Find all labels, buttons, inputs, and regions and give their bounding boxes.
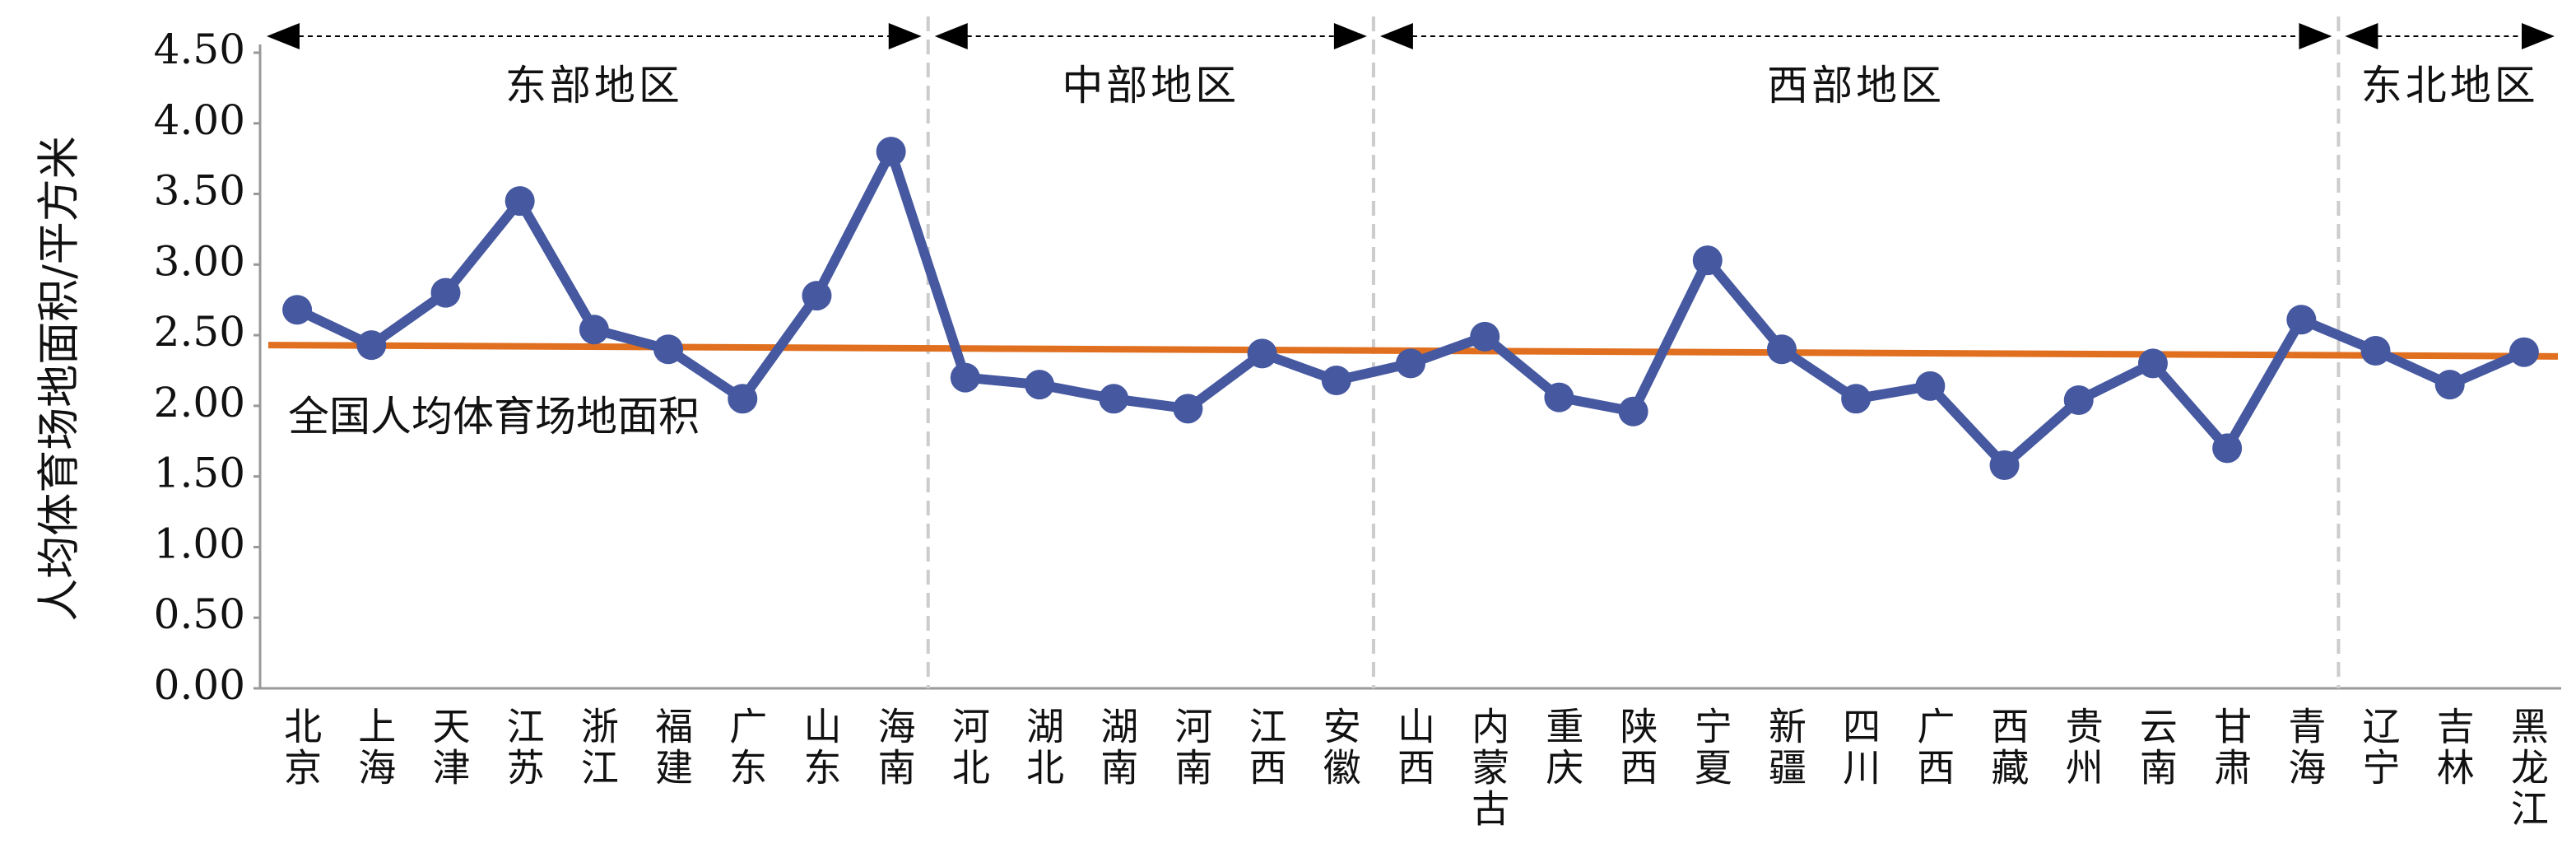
y-tick-label: 1.50 (154, 450, 245, 497)
data-point (2212, 433, 2243, 464)
y-tick-label: 1.00 (154, 520, 245, 567)
data-point (2360, 335, 2391, 366)
y-tick-label: 4.00 (154, 96, 245, 144)
arrow-head (267, 23, 300, 49)
x-tick-label: 广西 (1911, 706, 1955, 789)
data-point (1692, 245, 1723, 276)
data-point (728, 384, 758, 414)
x-tick-label: 重庆 (1540, 706, 1584, 789)
data-point (1099, 384, 1129, 414)
x-tick-label: 陕西 (1615, 706, 1659, 789)
arrow-head (934, 23, 968, 49)
data-point (2286, 305, 2317, 335)
y-tick-label: 0.00 (154, 661, 245, 709)
x-tick-label: 河北 (946, 706, 991, 789)
y-tick-label: 0.50 (154, 590, 245, 638)
x-tick-label: 宁夏 (1689, 706, 1733, 789)
data-point (2509, 337, 2539, 367)
x-tick-label: 内蒙古 (1466, 706, 1510, 830)
x-tick-label: 海南 (872, 706, 917, 789)
y-tick-label: 2.00 (154, 379, 245, 427)
data-point (1915, 371, 1946, 401)
x-tick-label: 吉林 (2431, 706, 2476, 789)
x-tick-label: 云南 (2134, 706, 2178, 789)
x-tick-label: 湖北 (1021, 706, 1065, 789)
x-tick-label: 西藏 (1986, 706, 2030, 789)
x-tick-label: 广东 (723, 706, 768, 789)
data-point (1989, 450, 2020, 480)
data-point (876, 137, 906, 167)
data-point (1618, 396, 1648, 427)
x-tick-label: 河南 (1169, 706, 1213, 789)
region-label: 西部地区 (1767, 62, 1945, 110)
x-tick-label: 山西 (1392, 706, 1436, 789)
x-tick-label: 黑龙江 (2505, 706, 2550, 830)
x-tick-label: 福建 (649, 706, 694, 789)
x-tick-label: 新疆 (1763, 706, 1807, 789)
region-label: 中部地区 (1062, 62, 1239, 110)
x-tick-label: 上海 (352, 706, 397, 789)
x-tick-label: 江西 (1244, 706, 1288, 789)
y-tick-label: 2.50 (154, 308, 245, 356)
x-tick-label: 江苏 (501, 706, 546, 789)
data-point (1396, 348, 1425, 379)
x-tick-label: 辽宁 (2357, 706, 2402, 789)
data-point (505, 186, 535, 217)
x-tick-label: 天津 (426, 706, 471, 789)
data-point (1247, 338, 1277, 369)
data-point (1841, 384, 1872, 414)
data-point (653, 334, 684, 365)
data-point (1173, 394, 1203, 424)
data-point (950, 362, 980, 393)
x-tick-label: 甘肃 (2208, 706, 2253, 789)
x-tick-label: 安徽 (1318, 706, 1362, 789)
x-tick-label: 浙江 (575, 706, 620, 789)
data-point (1766, 334, 1797, 365)
x-tick-label: 北京 (278, 706, 323, 789)
y-tick-label: 4.50 (154, 26, 245, 73)
x-tick-label: 四川 (1837, 706, 1881, 789)
data-point (1544, 382, 1574, 413)
data-point (1321, 366, 1351, 396)
arrow-head (2522, 23, 2555, 49)
data-point (2434, 370, 2465, 400)
x-tick-label: 湖南 (1095, 706, 1139, 789)
arrow-head (2299, 23, 2332, 49)
data-point (2137, 348, 2168, 379)
reference-label: 全国人均体育场地面积 (288, 393, 700, 440)
data-point (579, 315, 609, 345)
data-point (430, 277, 461, 308)
arrow-head (2345, 23, 2378, 49)
data-point (356, 330, 387, 361)
region-label: 东部地区 (505, 62, 683, 110)
arrow-head (1333, 23, 1367, 49)
data-point (802, 281, 832, 311)
arrow-head (1379, 23, 1413, 49)
arrow-head (888, 23, 922, 49)
data-point (1025, 370, 1055, 400)
data-point (282, 295, 313, 325)
y-tick-label: 3.50 (154, 167, 245, 215)
x-tick-label: 山东 (797, 706, 842, 789)
data-point (2063, 385, 2094, 416)
region-label: 东北地区 (2361, 62, 2539, 110)
data-point (1470, 321, 1500, 352)
x-tick-label: 青海 (2282, 706, 2327, 789)
y-axis-label: 人均体育场地面积/平方米 (35, 136, 85, 622)
y-tick-label: 3.00 (154, 237, 245, 285)
x-tick-label: 贵州 (2060, 706, 2104, 789)
